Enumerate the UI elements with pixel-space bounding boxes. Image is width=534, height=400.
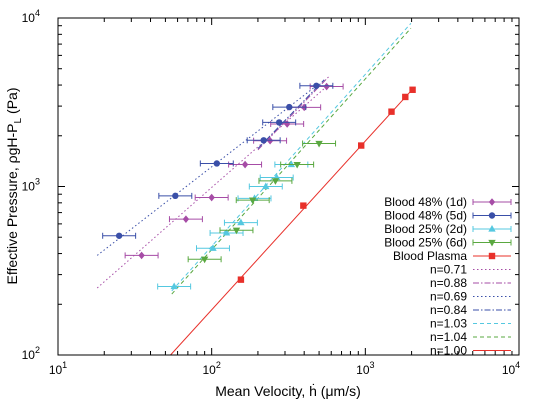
x-tick-base: 10 — [356, 363, 370, 377]
x-axis-label: Mean Velocity, ḣ (μm/s) — [215, 382, 361, 399]
legend-label: Blood 25% (2d) — [384, 222, 467, 236]
legend-marker — [488, 198, 496, 206]
x-tick-exp: 3 — [370, 360, 375, 370]
legend-item-2: Blood 25% (2d) — [384, 222, 512, 236]
data-point — [213, 160, 221, 167]
data-point — [182, 215, 190, 223]
data-point — [232, 227, 241, 235]
data-point — [249, 197, 257, 205]
legend-label: n=1.00 — [430, 344, 467, 358]
series-1 — [102, 82, 334, 239]
x-tick-label: 102 — [202, 360, 220, 377]
data-point — [358, 142, 365, 149]
data-point — [388, 108, 395, 115]
legend-marker — [488, 225, 496, 232]
legend-item-4: Blood Plasma — [393, 249, 511, 263]
y-axis-label-unit: (Pa) — [4, 87, 20, 113]
y-axis-label: Effective Pressure, ρgH-PL (Pa) — [4, 87, 24, 284]
legend-label: n=0.71 — [430, 263, 467, 277]
legend-item-7: n=0.69 — [430, 290, 511, 304]
legend-label: n=0.84 — [430, 303, 467, 317]
data-point — [275, 119, 283, 126]
data-point — [260, 137, 267, 144]
series-2 — [157, 160, 309, 290]
data-point — [313, 82, 320, 89]
fit-line-6 — [170, 88, 414, 355]
fit-lines — [96, 22, 414, 355]
data-point — [315, 140, 323, 148]
data-point — [237, 276, 245, 283]
y-tick-label: 103 — [22, 177, 40, 194]
x-tick-base: 10 — [49, 363, 63, 377]
data-point — [300, 202, 307, 209]
data-point — [241, 160, 249, 169]
legend-label: n=0.88 — [430, 276, 467, 290]
x-tick-label: 101 — [49, 360, 67, 377]
legend-label: Blood 25% (6d) — [384, 236, 467, 250]
legend-marker — [488, 212, 496, 219]
y-tick-label: 102 — [22, 345, 40, 362]
legend-item-10: n=1.04 — [430, 330, 511, 344]
data-point — [200, 256, 209, 264]
y-tick-exp: 2 — [35, 345, 40, 355]
legend-item-0: Blood 48% (1d) — [384, 195, 512, 209]
legend-item-11: n=1.00 — [430, 344, 511, 358]
y-tick-label: 104 — [22, 8, 40, 25]
fit-line-4 — [171, 22, 412, 292]
data-point — [209, 244, 217, 251]
data-point — [409, 86, 416, 93]
data-point — [402, 93, 409, 101]
legend: Blood 48% (1d)Blood 48% (5d)Blood 25% (2… — [384, 195, 512, 358]
data-series — [102, 82, 416, 290]
legend-label: Blood 48% (1d) — [384, 195, 467, 209]
x-tick-label: 104 — [502, 360, 520, 377]
data-point — [222, 228, 231, 236]
y-tick-base: 10 — [22, 348, 36, 362]
series-3 — [187, 140, 337, 264]
y-tick-base: 10 — [22, 180, 36, 194]
data-point — [170, 282, 178, 290]
legend-marker — [488, 252, 496, 260]
y-tick-base: 10 — [22, 11, 36, 25]
x-tick-exp: 2 — [216, 360, 221, 370]
data-point — [323, 82, 330, 91]
x-tick-base: 10 — [202, 363, 216, 377]
legend-item-6: n=0.88 — [430, 276, 511, 290]
legend-item-1: Blood 48% (5d) — [384, 209, 512, 223]
data-point — [138, 251, 145, 260]
legend-label: n=1.03 — [430, 317, 467, 331]
data-point — [293, 161, 301, 169]
fit-line-0 — [96, 86, 327, 289]
x-tick-base: 10 — [502, 363, 516, 377]
data-point — [262, 182, 270, 190]
x-tick-exp: 4 — [515, 360, 520, 370]
y-tick-exp: 3 — [35, 177, 40, 187]
legend-item-8: n=0.84 — [430, 303, 511, 317]
data-point — [208, 193, 215, 202]
legend-item-3: Blood 25% (6d) — [384, 236, 512, 250]
legend-label: Blood 48% (5d) — [384, 209, 467, 223]
data-point — [115, 232, 123, 239]
fit-line-3 — [257, 79, 325, 149]
x-tick-exp: 1 — [62, 360, 67, 370]
x-tick-label: 103 — [356, 360, 374, 377]
data-point — [172, 192, 179, 200]
legend-item-5: n=0.71 — [430, 263, 511, 277]
data-point — [237, 218, 245, 226]
data-point — [287, 160, 296, 168]
y-axis-label-main: Effective Pressure, ρgH-P — [4, 124, 20, 285]
legend-label: n=1.04 — [430, 330, 467, 344]
legend-marker — [488, 239, 496, 247]
data-point — [286, 103, 293, 111]
legend-label: Blood Plasma — [393, 249, 467, 263]
series-4 — [237, 86, 416, 283]
legend-label: n=0.69 — [430, 290, 467, 304]
y-axis-label-subscript: L — [13, 118, 24, 124]
fit-line-2 — [96, 85, 317, 256]
y-tick-exp: 4 — [35, 8, 40, 18]
legend-item-9: n=1.03 — [430, 317, 511, 331]
data-point — [271, 178, 280, 185]
